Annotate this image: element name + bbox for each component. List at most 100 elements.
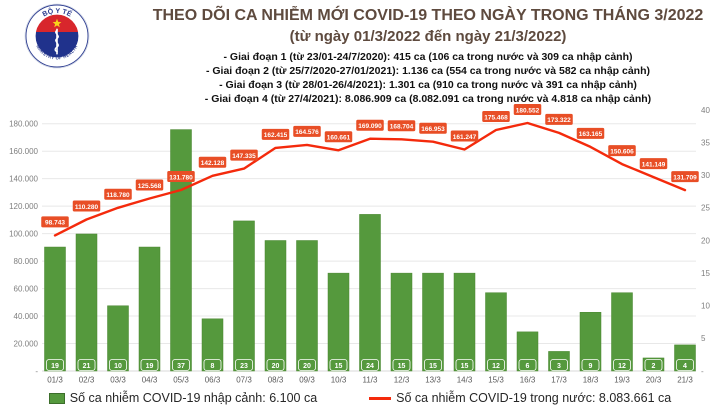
header: THEO DÕI CA NHIỄM MỚI COVID-19 THEO NGÀY…: [138, 6, 718, 106]
line-value-box: [639, 158, 668, 170]
line-value-label: 166.953: [421, 126, 445, 133]
bar-value-box: [266, 359, 285, 371]
right-axis-tick: 5: [701, 334, 706, 343]
right-axis-tick: 40: [701, 106, 710, 115]
bar-value-labels: 19 21 10 19 37 8 23 20 20 15 24 15 15 15 12 6 3 9 12 2 4: [46, 359, 694, 371]
phase-note-4: - Giai đoạn 4 (từ 27/4/2021): 8.086.909 …: [204, 93, 652, 105]
phase-note-1: - Giai đoạn 1 (từ 23/01-24/7/2020): 415 …: [223, 51, 633, 63]
bar-value-label: 2: [652, 363, 656, 370]
x-axis-label: 09/3: [299, 376, 315, 385]
x-axis-label: 21/3: [677, 376, 693, 385]
line-value-label: 168.704: [390, 124, 414, 131]
left-axis-tick: 60.000: [14, 284, 39, 293]
phase-note-2: - Giai đoạn 2 (từ 25/7/2020-27/01/2021):…: [205, 65, 651, 77]
x-axis-label: 19/3: [614, 376, 630, 385]
bar-value-label: 6: [526, 363, 530, 370]
bar-value-box: [644, 359, 663, 371]
line-value-box: [576, 127, 605, 139]
line-value-label: 175.468: [484, 114, 508, 121]
line-value-label: 173.322: [547, 117, 571, 124]
bar-value-label: 20: [272, 363, 280, 370]
bar-value-label: 8: [211, 363, 215, 370]
bar: [264, 240, 287, 372]
line-value-label: 180.552: [516, 107, 540, 114]
bar-series: [44, 129, 696, 372]
phase-notes: - Giai đoạn 1 (từ 23/01-24/7/2020): 415 …: [138, 50, 718, 106]
page-subtitle: (từ ngày 01/3/2022 đến ngày 21/3/2022): [289, 28, 567, 45]
bar-value-box: [424, 359, 442, 371]
right-axis-tick: 10: [701, 302, 710, 311]
bar-value-box: [613, 359, 631, 371]
bar-value-box: [172, 359, 190, 371]
line-value-box: [198, 156, 227, 168]
line-value-box: [545, 113, 573, 125]
bar-value-label: 10: [114, 363, 122, 370]
bar-swatch-icon: [48, 392, 65, 404]
bar: [44, 246, 66, 372]
line-value-box: [293, 125, 321, 137]
legend-item-imported: Số ca nhiễm COVID-19 nhập cảnh: 6.100 ca: [48, 391, 318, 405]
x-axis-label: 01/3: [47, 376, 63, 385]
x-axis-label: 11/3: [363, 376, 379, 385]
line-value-box: [324, 131, 353, 143]
x-axis-label: 06/3: [205, 376, 221, 385]
bar-value-box: [140, 359, 159, 371]
line-value-box: [387, 120, 416, 132]
x-axis-labels: 01/3 02/3 03/3 04/3 05/3 06/3 07/3 08/3 09/3 10/3…: [47, 376, 693, 385]
x-axis-label: 10/3: [331, 376, 347, 385]
bar-value-box: [203, 359, 222, 371]
bar-value-label: 15: [429, 363, 437, 370]
line-value-label: 163.165: [579, 131, 603, 138]
bar-value-label: 37: [177, 363, 185, 370]
line-value-label: 169.090: [358, 123, 382, 130]
line-value-label: 118.780: [106, 192, 130, 199]
line-value-box: [72, 200, 101, 212]
legend: Số ca nhiễm COVID-19 nhập cảnh: 6.100 ca…: [0, 391, 720, 405]
bar-value-box: [455, 359, 474, 371]
bar: [485, 292, 507, 372]
left-axis-labels: 180.000 160.000 140.000 120.000 100.000 80.00…: [9, 120, 38, 376]
line-value-label: 131.709: [673, 174, 697, 181]
x-axis-label: 15/3: [488, 376, 504, 385]
bar-value-box: [518, 359, 537, 371]
bar: [296, 240, 318, 372]
bar: [611, 292, 633, 372]
x-axis-label: 16/3: [520, 376, 536, 385]
legend-item-domestic: Số ca nhiễm COVID-19 trong nước: 8.083.6…: [369, 391, 671, 405]
legend-domestic-label: Số ca nhiễm COVID-19 trong nước: 8.083.6…: [396, 391, 672, 405]
bar-value-label: 20: [303, 363, 311, 370]
left-axis-tick: -: [35, 367, 38, 376]
bar: [359, 214, 381, 372]
line-value-label: 125.568: [138, 183, 162, 190]
bar-value-label: 12: [618, 363, 626, 370]
bar-value-box: [298, 359, 316, 371]
bar-value-label: 4: [683, 363, 687, 370]
bar: [453, 272, 476, 372]
left-axis-tick: 140.000: [9, 174, 38, 183]
bar-value-box: [109, 359, 127, 371]
line-value-label: 161.247: [453, 134, 477, 141]
bar: [390, 272, 413, 372]
bar: [170, 129, 192, 372]
x-axis-label: 20/3: [646, 376, 662, 385]
ministry-of-health-logo: BỘ Y TẾ MINISTRY OF HEALTH: [24, 3, 90, 69]
line-series: [53, 121, 687, 237]
line-value-label: 110.280: [75, 204, 99, 211]
right-axis-labels: 40 35 30 25 20 15 10 5 -: [701, 106, 710, 376]
line-value-box: [671, 171, 699, 183]
bar-value-box: [487, 359, 505, 371]
left-axis-tick: 100.000: [9, 229, 38, 238]
line-value-box: [135, 179, 164, 191]
right-axis-tick: 30: [701, 171, 710, 180]
bar-value-box: [550, 359, 568, 371]
left-axis-tick: 120.000: [9, 202, 38, 211]
line-value-box: [608, 145, 636, 157]
bar-value-box: [77, 359, 96, 371]
bar-value-box: [329, 359, 348, 371]
left-axis-tick: 40.000: [14, 312, 39, 321]
line-value-box: [230, 149, 258, 161]
x-axis-label: 08/3: [268, 376, 284, 385]
bar-value-label: 23: [240, 363, 248, 370]
bar-value-label: 3: [557, 363, 561, 370]
legend-imported-label: Số ca nhiễm COVID-19 nhập cảnh: 6.100 ca: [69, 391, 318, 405]
